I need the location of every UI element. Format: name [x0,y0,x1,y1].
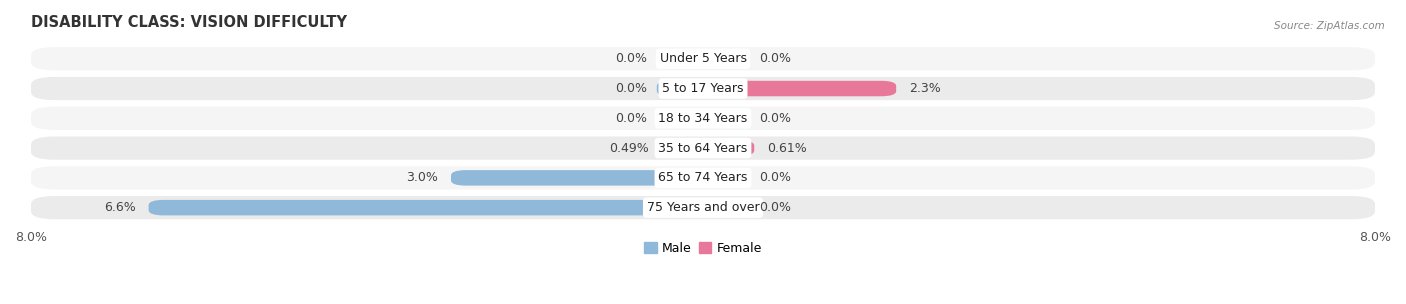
Text: 0.0%: 0.0% [614,82,647,95]
FancyBboxPatch shape [657,51,703,67]
Text: 75 Years and over: 75 Years and over [647,201,759,214]
FancyBboxPatch shape [31,107,1375,130]
FancyBboxPatch shape [657,111,703,126]
FancyBboxPatch shape [31,136,1375,160]
Text: 0.0%: 0.0% [759,171,792,184]
Text: 0.0%: 0.0% [759,112,792,125]
Text: 65 to 74 Years: 65 to 74 Years [658,171,748,184]
FancyBboxPatch shape [31,77,1375,100]
Text: 0.0%: 0.0% [614,52,647,65]
FancyBboxPatch shape [149,200,703,216]
FancyBboxPatch shape [703,81,896,96]
FancyBboxPatch shape [451,170,703,186]
Text: 0.61%: 0.61% [766,142,807,155]
FancyBboxPatch shape [703,170,749,186]
FancyBboxPatch shape [31,196,1375,219]
FancyBboxPatch shape [703,111,749,126]
Text: 0.0%: 0.0% [614,112,647,125]
Text: 0.49%: 0.49% [609,142,650,155]
Text: Under 5 Years: Under 5 Years [659,52,747,65]
FancyBboxPatch shape [657,81,703,96]
Text: 0.0%: 0.0% [759,201,792,214]
Legend: Male, Female: Male, Female [640,237,766,260]
Text: 5 to 17 Years: 5 to 17 Years [662,82,744,95]
FancyBboxPatch shape [703,200,749,216]
FancyBboxPatch shape [31,166,1375,189]
FancyBboxPatch shape [703,51,749,67]
Text: 0.0%: 0.0% [759,52,792,65]
Text: 6.6%: 6.6% [104,201,136,214]
Text: 18 to 34 Years: 18 to 34 Years [658,112,748,125]
FancyBboxPatch shape [657,140,703,156]
Text: 3.0%: 3.0% [406,171,439,184]
Text: 2.3%: 2.3% [908,82,941,95]
FancyBboxPatch shape [31,47,1375,70]
Text: Source: ZipAtlas.com: Source: ZipAtlas.com [1274,21,1385,31]
Text: DISABILITY CLASS: VISION DIFFICULTY: DISABILITY CLASS: VISION DIFFICULTY [31,15,347,30]
FancyBboxPatch shape [703,140,754,156]
Text: 35 to 64 Years: 35 to 64 Years [658,142,748,155]
